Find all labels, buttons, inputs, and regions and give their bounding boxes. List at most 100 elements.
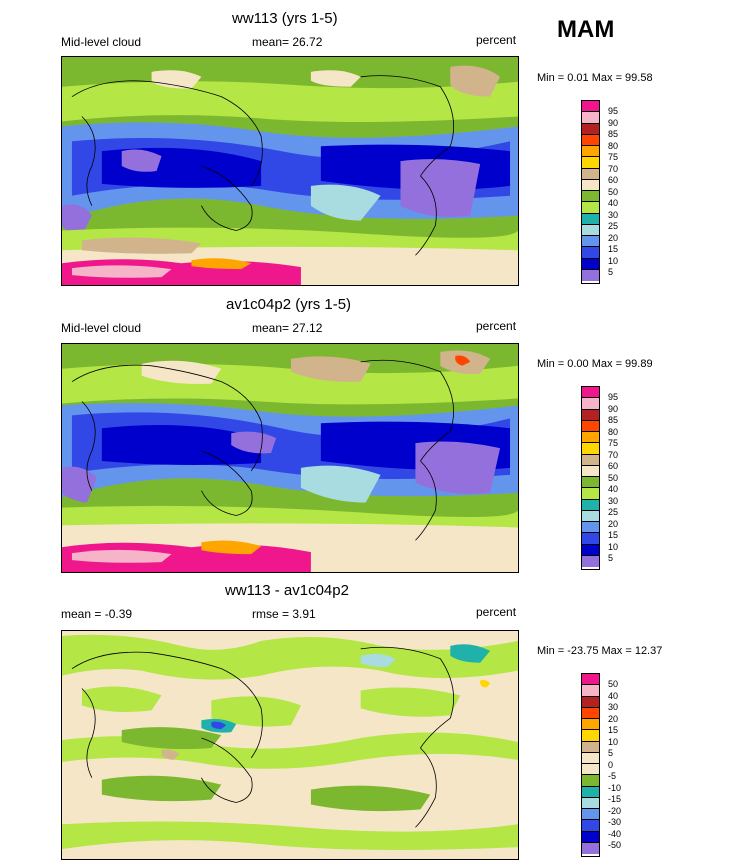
panel-2-tick: 70 — [608, 450, 619, 460]
panel-3-tick: 15 — [608, 725, 619, 735]
panel-1-colorbar-swatch — [582, 112, 599, 124]
panel-2-tick: 60 — [608, 461, 619, 471]
panel-2-tick: 40 — [608, 484, 619, 494]
panel-2-colorbar-swatch — [582, 499, 599, 511]
panel-3-colorbar-swatch — [582, 696, 599, 708]
panel-1-colorbar-swatch — [582, 213, 599, 225]
panel-1-colorbar — [581, 100, 600, 284]
panel-1-tick: 85 — [608, 129, 619, 139]
panel-2-tick: 80 — [608, 427, 619, 437]
panel-1-colorbar-swatch — [582, 247, 599, 259]
panel-3-tick: -15 — [608, 794, 622, 804]
panel-2-colorbar-swatch — [582, 510, 599, 522]
panel-3-mean-label: mean = -0.39 — [61, 607, 133, 621]
panel-3-colorbar-swatch — [582, 741, 599, 753]
panel-2-minmax-label: Min = 0.00 Max = 99.89 — [537, 358, 653, 370]
panel-1-colorbar-swatch — [582, 224, 599, 236]
panel-1-tick: 5 — [608, 267, 614, 277]
panel-2-colorbar-swatch — [582, 387, 599, 399]
panel-2-tick: 10 — [608, 542, 619, 552]
panel-1-tick: 90 — [608, 118, 619, 128]
panel-1-colorbar-swatch — [582, 179, 599, 191]
panel-2-colorbar-swatch — [582, 544, 599, 556]
panel-3-minmax-label: Min = -23.75 Max = 12.37 — [537, 645, 663, 657]
panel-2-tick: 95 — [608, 392, 619, 402]
panel-3-colorbar-swatch — [582, 775, 599, 787]
panel-3-tick: -40 — [608, 829, 622, 839]
panel-2-tick: 50 — [608, 473, 619, 483]
panel-2-tick: 30 — [608, 496, 619, 506]
panel-1-tick: 15 — [608, 244, 619, 254]
panel-3-tick: 5 — [608, 748, 614, 758]
panel-2-colorbar-swatch — [582, 398, 599, 410]
panel-3-tick: -5 — [608, 771, 617, 781]
panel-3-colorbar-swatch — [582, 831, 599, 843]
panel-3-colorbar — [581, 673, 600, 857]
panel-3-tick: 0 — [608, 760, 614, 770]
panel-3-colorbar-swatch — [582, 707, 599, 719]
panel-3-tick: 20 — [608, 714, 619, 724]
panel-1-colorbar-swatch — [582, 202, 599, 214]
panel-2-tick: 85 — [608, 415, 619, 425]
panel-3-rmse-label: rmse = 3.91 — [252, 607, 316, 621]
panel-2-colorbar-swatch — [582, 443, 599, 455]
panel-1-units-label: percent — [476, 33, 517, 47]
panel-2-tick: 25 — [608, 507, 619, 517]
panel-3-tick: -10 — [608, 783, 622, 793]
panel-2-colorbar-swatch — [582, 522, 599, 534]
panel-3-map — [61, 630, 519, 860]
panel-3-tick: 40 — [608, 691, 619, 701]
panel-2-colorbar-swatch — [582, 454, 599, 466]
panel-2-colorbar-swatch — [582, 555, 599, 567]
season-label: MAM — [557, 16, 615, 43]
panel-2-tick: 90 — [608, 404, 619, 414]
panel-1-colorbar-swatch — [582, 146, 599, 158]
panel-2-tick: 20 — [608, 519, 619, 529]
panel-3-tick: -50 — [608, 840, 622, 850]
panel-1-tick: 10 — [608, 256, 619, 266]
panel-2-colorbar-swatch — [582, 488, 599, 500]
panel-2-title: av1c04p2 (yrs 1-5) — [226, 296, 352, 313]
panel-1-colorbar-swatch — [582, 258, 599, 270]
panel-2-map — [61, 343, 519, 573]
panel-2-colorbar — [581, 386, 600, 570]
panel-2-tick: 75 — [608, 438, 619, 448]
panel-1-tick: 20 — [608, 233, 619, 243]
panel-2-colorbar-swatch — [582, 420, 599, 432]
panel-3-colorbar-swatch — [582, 719, 599, 731]
panel-1-colorbar-swatch — [582, 101, 599, 113]
panel-2-tick: 5 — [608, 553, 614, 563]
panel-3-tick: -30 — [608, 817, 622, 827]
panel-1-colorbar-swatch — [582, 269, 599, 281]
panel-2-colorbar-swatch — [582, 432, 599, 444]
panel-2-colorbar-swatch — [582, 533, 599, 545]
panel-1-tick: 60 — [608, 175, 619, 185]
panel-3-tick: 10 — [608, 737, 619, 747]
panel-1-variable-label: Mid-level cloud — [61, 35, 142, 49]
panel-1-colorbar-swatch — [582, 134, 599, 146]
panel-2-variable-label: Mid-level cloud — [61, 321, 142, 335]
panel-2-mean-label: mean= 27.12 — [252, 321, 323, 335]
panel-2-units-label: percent — [476, 319, 517, 333]
panel-3-colorbar-swatch — [582, 786, 599, 798]
panel-1-tick: 40 — [608, 198, 619, 208]
panel-1-tick: 70 — [608, 164, 619, 174]
panel-3-colorbar-swatch — [582, 809, 599, 821]
panel-3-title: ww113 - av1c04p2 — [225, 582, 349, 599]
panel-1-tick: 95 — [608, 106, 619, 116]
panel-3-tick: -20 — [608, 806, 622, 816]
panel-3-colorbar-swatch — [582, 842, 599, 854]
panel-3-colorbar-swatch — [582, 752, 599, 764]
panel-1-mean-label: mean= 26.72 — [252, 35, 323, 49]
panel-1-colorbar-swatch — [582, 168, 599, 180]
panel-1-tick: 80 — [608, 141, 619, 151]
panel-3-colorbar-swatch — [582, 764, 599, 776]
panel-3-tick: 50 — [608, 679, 619, 689]
panel-1-colorbar-swatch — [582, 191, 599, 203]
panel-1-tick: 75 — [608, 152, 619, 162]
panel-3-colorbar-swatch — [582, 685, 599, 697]
panel-2-colorbar-swatch — [582, 477, 599, 489]
panel-3-colorbar-swatch — [582, 674, 599, 686]
panel-2-colorbar-swatch — [582, 465, 599, 477]
panel-2-colorbar-swatch — [582, 409, 599, 421]
